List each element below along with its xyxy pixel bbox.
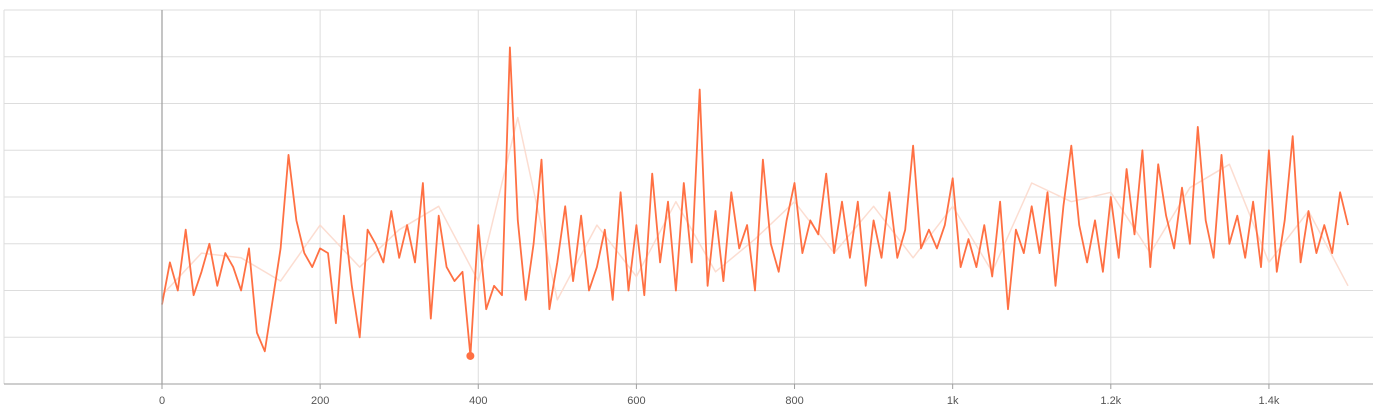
x-tick-label: 200 (311, 395, 329, 407)
raw-series-layer (161, 116, 1349, 301)
axes (4, 10, 1373, 385)
hover-point-marker (466, 351, 475, 360)
smoothed-series-layer (161, 46, 1349, 357)
hover-marker-layer (466, 351, 475, 360)
x-tick-label: 1.4k (1259, 395, 1280, 407)
raw-series-line (161, 116, 1349, 301)
x-tick-label: 400 (469, 395, 487, 407)
x-tick-label: 1.2k (1100, 395, 1121, 407)
x-tick-label: 800 (785, 395, 803, 407)
grid-lines (3, 9, 1373, 385)
x-tick-labels: 0 200 400 600 800 1k 1.2k 1.4k (159, 384, 1280, 407)
x-tick-label: 600 (627, 395, 645, 407)
x-tick-label: 1k (947, 395, 959, 407)
smoothed-series-line (161, 46, 1349, 357)
x-tick-label: 0 (159, 395, 165, 407)
